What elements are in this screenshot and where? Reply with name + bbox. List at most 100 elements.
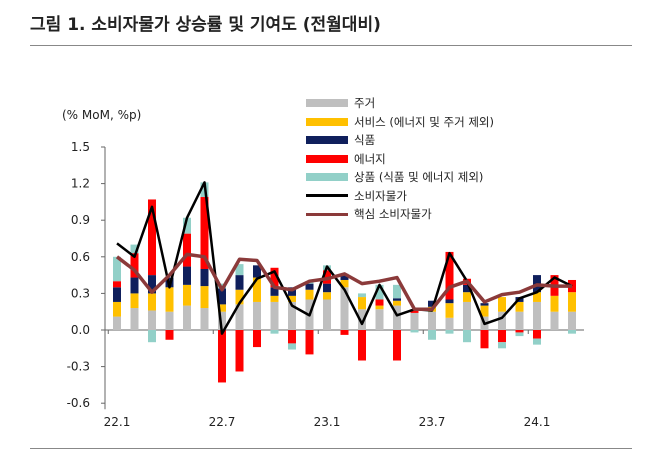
- bar-segment: [200, 269, 209, 287]
- bar-segment: [358, 330, 366, 361]
- bar-segment: [235, 304, 244, 330]
- bar-segment: [393, 305, 401, 330]
- bar-segment: [183, 233, 191, 267]
- bar-segment: [550, 295, 559, 312]
- legend-item: 소비자물가: [306, 187, 494, 206]
- bar-segment: [358, 297, 366, 310]
- legend-label: 핵심 소비자물가: [354, 207, 432, 222]
- bar-segment: [253, 265, 261, 278]
- bar-segment: [130, 308, 139, 330]
- bar-segment: [445, 303, 454, 318]
- bar-segment: [533, 292, 541, 302]
- legend-swatch: [306, 117, 348, 126]
- bar-segment: [463, 301, 471, 330]
- bar-segment: [270, 330, 279, 334]
- bar-segment: [130, 244, 139, 254]
- bar-segment: [148, 310, 156, 330]
- bar-segment: [130, 293, 139, 309]
- legend-item: 핵심 소비자물가: [306, 205, 494, 224]
- bar-segment: [148, 275, 156, 294]
- bar-segment: [323, 292, 331, 300]
- bar-segment: [393, 298, 401, 301]
- bar-segment: [253, 330, 261, 348]
- bar-segment: [375, 284, 384, 300]
- bar-segment: [340, 279, 349, 288]
- bar-segment: [148, 330, 156, 343]
- bar-segment: [445, 330, 454, 334]
- bar-segment: [165, 330, 174, 340]
- bar-segment: [270, 301, 279, 330]
- bar-segment: [358, 293, 366, 298]
- bar-segment: [410, 312, 419, 330]
- bar-segment: [358, 309, 366, 330]
- bar-segment: [288, 295, 296, 302]
- bar-segment: [428, 330, 436, 340]
- legend-label: 에너지: [354, 151, 386, 166]
- y-tick-label: -0.6: [67, 396, 90, 410]
- bar-segment: [323, 270, 331, 284]
- y-tick-label: 0.6: [71, 250, 90, 264]
- bar-segment: [533, 338, 541, 345]
- legend-swatch: [306, 173, 348, 182]
- x-tick-label: 24.1: [524, 415, 551, 429]
- bar-segment: [515, 301, 524, 312]
- legend-label: 상품 (식품 및 에너지 제외): [354, 170, 484, 185]
- y-tick-label: 1.5: [71, 140, 90, 154]
- legend: 주거 서비스 (에너지 및 주거 제외) 식품 에너지 상품 (식품 및 에너지…: [306, 94, 494, 224]
- x-tick-label: 23.7: [419, 415, 446, 429]
- bar-segment: [288, 330, 296, 344]
- legend-item: 상품 (식품 및 에너지 제외): [306, 168, 494, 187]
- bar-segment: [515, 311, 524, 330]
- legend-swatch: [306, 136, 348, 145]
- bar-segment: [148, 199, 156, 276]
- bar-segment: [288, 343, 296, 350]
- bar-segment: [113, 316, 121, 330]
- bar-segment: [218, 304, 226, 312]
- bar-segment: [340, 330, 349, 335]
- bar-segment: [113, 256, 121, 282]
- bar-segment: [463, 284, 471, 293]
- bar-segment: [498, 342, 506, 349]
- bar-segment: [498, 330, 506, 343]
- bar-segment: [428, 300, 436, 307]
- figure-title: 그림 1. 소비자물가 상승률 및 기여도 (전월대비): [30, 15, 381, 35]
- bar-segment: [253, 301, 261, 330]
- bar-segment: [183, 305, 191, 330]
- bar-segment: [235, 330, 244, 372]
- bar-segment: [480, 303, 489, 306]
- bar-segment: [165, 287, 174, 312]
- bar-segment: [270, 267, 279, 288]
- y-axis-unit-label: (% MoM, %p): [62, 108, 142, 122]
- bar-segment: [445, 317, 454, 330]
- bar-segment: [183, 217, 191, 234]
- bar-segment: [393, 284, 401, 299]
- bar-segment: [200, 197, 209, 269]
- bar-segment: [375, 305, 384, 310]
- legend-label: 소비자물가: [354, 188, 407, 203]
- bar-segment: [480, 305, 489, 317]
- bar-segment: [218, 311, 226, 330]
- bottom-rule: [30, 448, 632, 449]
- line-series: [115, 252, 572, 312]
- bar-segment: [148, 293, 156, 311]
- x-tick-label: 23.1: [314, 415, 341, 429]
- line-series: [116, 181, 573, 335]
- bar-segment: [288, 287, 296, 296]
- bar-segment: [235, 264, 244, 276]
- bar-segment: [393, 330, 401, 361]
- bar-segment: [428, 311, 436, 330]
- bar-segment: [200, 286, 209, 309]
- bar-segment: [568, 311, 576, 330]
- bar-segment: [183, 266, 191, 285]
- bar-segment: [445, 251, 454, 300]
- bar-segment: [463, 330, 471, 343]
- bar-segment: [445, 299, 454, 304]
- bar-segment: [183, 284, 191, 306]
- bar-segment: [550, 311, 559, 330]
- bar-segment: [568, 330, 576, 334]
- bar-segment: [235, 289, 244, 305]
- legend-item: 식품: [306, 131, 494, 150]
- bar-segment: [375, 299, 384, 306]
- bar-segment: [323, 283, 331, 293]
- bar-segment: [323, 299, 331, 330]
